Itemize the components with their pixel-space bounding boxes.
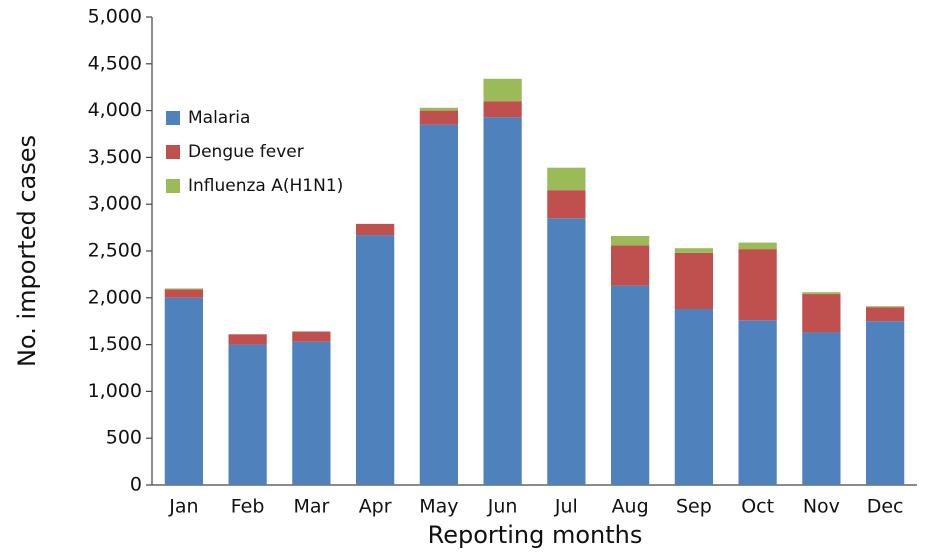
x-tick-label: Aug	[612, 496, 649, 518]
x-tick-label: Dec	[867, 496, 904, 518]
bar-segment	[738, 320, 777, 485]
bar-segment	[611, 236, 650, 246]
bar-segment	[483, 101, 522, 118]
bar-segment	[547, 190, 586, 219]
bar-segment	[547, 167, 586, 191]
x-tick-label: May	[419, 496, 458, 518]
x-tick-label: Oct	[741, 496, 774, 518]
x-tick-label: Sep	[676, 496, 712, 518]
bar-segment	[419, 107, 458, 111]
legend-label: Influenza A(H1N1)	[188, 176, 343, 196]
legend-swatch	[166, 179, 180, 193]
legend-swatch	[166, 111, 180, 125]
y-tick-label: 5,000	[88, 6, 142, 28]
bar-segment	[866, 321, 905, 485]
y-axis-label: No. imported cases	[13, 135, 41, 367]
bar-segment	[228, 344, 267, 485]
legend-label: Malaria	[188, 108, 250, 128]
bar-segment	[483, 117, 522, 485]
x-tick-label: Jul	[554, 496, 578, 518]
y-tick-label: 3,500	[88, 146, 142, 168]
bar-segment	[802, 294, 841, 333]
bar-segment	[164, 297, 203, 485]
y-tick-label: 0	[130, 474, 142, 496]
x-tick-label: Mar	[293, 496, 329, 518]
y-tick-label: 1,000	[88, 380, 142, 402]
y-tick-label: 2,000	[88, 286, 142, 308]
bar-segment	[866, 306, 905, 308]
x-tick-label: Nov	[803, 496, 840, 518]
bar-segment	[228, 334, 267, 345]
bar-segment	[164, 289, 203, 298]
legend-label: Dengue fever	[188, 142, 304, 162]
y-tick-label: 4,000	[88, 99, 142, 121]
bar-segment	[738, 242, 777, 250]
bar-segment	[419, 124, 458, 485]
bar-segment	[164, 288, 203, 290]
y-tick-label: 2,500	[88, 240, 142, 262]
bar-segment	[483, 78, 522, 102]
bar-segment	[611, 245, 650, 286]
bar-segment	[547, 218, 586, 486]
bar-segment	[292, 341, 331, 485]
bar-segment	[674, 248, 713, 253]
bar-segment	[802, 292, 841, 295]
x-tick-label: Apr	[359, 496, 392, 518]
x-tick-label: Jan	[168, 496, 198, 518]
y-tick-label: 500	[106, 427, 142, 449]
bar-segment	[356, 223, 395, 236]
bar-segment	[738, 249, 777, 321]
x-tick-label: Jun	[487, 496, 518, 518]
bar-segment	[674, 309, 713, 485]
y-tick-label: 4,500	[88, 52, 142, 74]
bar-segment	[866, 307, 905, 322]
bar-segment	[611, 285, 650, 485]
y-tick-label: 3,000	[88, 193, 142, 215]
bar-segment	[419, 110, 458, 125]
bar-segment	[356, 235, 395, 485]
legend-swatch	[166, 145, 180, 159]
bar-segment	[674, 252, 713, 310]
y-tick-label: 1,500	[88, 333, 142, 355]
bar-segment	[292, 331, 331, 342]
x-tick-label: Feb	[231, 496, 265, 518]
x-axis-label: Reporting months	[428, 521, 643, 549]
bar-segment	[802, 332, 841, 485]
